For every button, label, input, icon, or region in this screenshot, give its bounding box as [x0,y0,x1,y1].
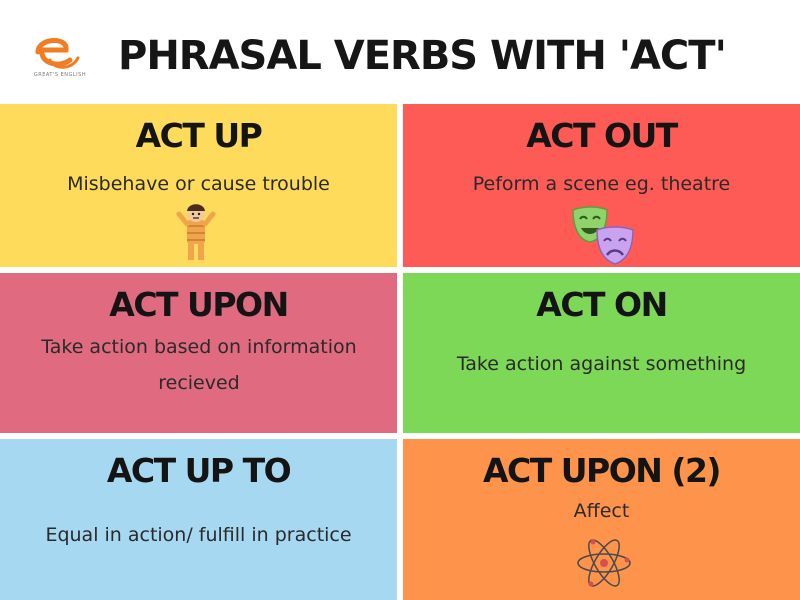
misbehaving-child-icon [176,204,216,260]
card-act-up-to: ACT UP TO Equal in action/ fulfill in pr… [0,439,397,600]
card-title: ACT ON [536,285,668,324]
card-title: ACT UPON [109,285,289,324]
card-title: ACT UP [135,116,263,155]
card-act-out: ACT OUT Peform a scene eg. theatre [403,104,800,267]
header: GREAT'S ENGLISH PHRASAL VERBS WITH 'ACT' [0,0,800,104]
card-title: ACT OUT [526,116,678,155]
card-description: Take action based on information recieve… [41,336,357,394]
card-description: Affect [573,500,630,522]
theatre-masks-icon [572,206,634,265]
card-title: ACT UPON (2) [482,451,722,490]
card-description: Take action against something [456,353,747,375]
card-act-up: ACT UP Misbehave or cause trouble [0,104,397,267]
card-act-on: ACT ON Take action against something [403,273,800,433]
card-act-upon: ACT UPON Take action based on informatio… [0,273,397,433]
logo: GREAT'S ENGLISH [30,30,90,85]
card-description: Equal in action/ fulfill in practice [45,524,352,546]
card-act-upon-2: ACT UPON (2) Affect [403,439,800,600]
page-title: PHRASAL VERBS WITH 'ACT' [118,33,727,79]
card-title: ACT UP TO [106,451,292,490]
e-letter-logo-icon [35,38,80,69]
logo-caption: GREAT'S ENGLISH [33,72,87,78]
atom-icon [577,539,631,587]
card-description: Misbehave or cause trouble [67,173,330,195]
card-description: Peform a scene eg. theatre [472,173,731,195]
